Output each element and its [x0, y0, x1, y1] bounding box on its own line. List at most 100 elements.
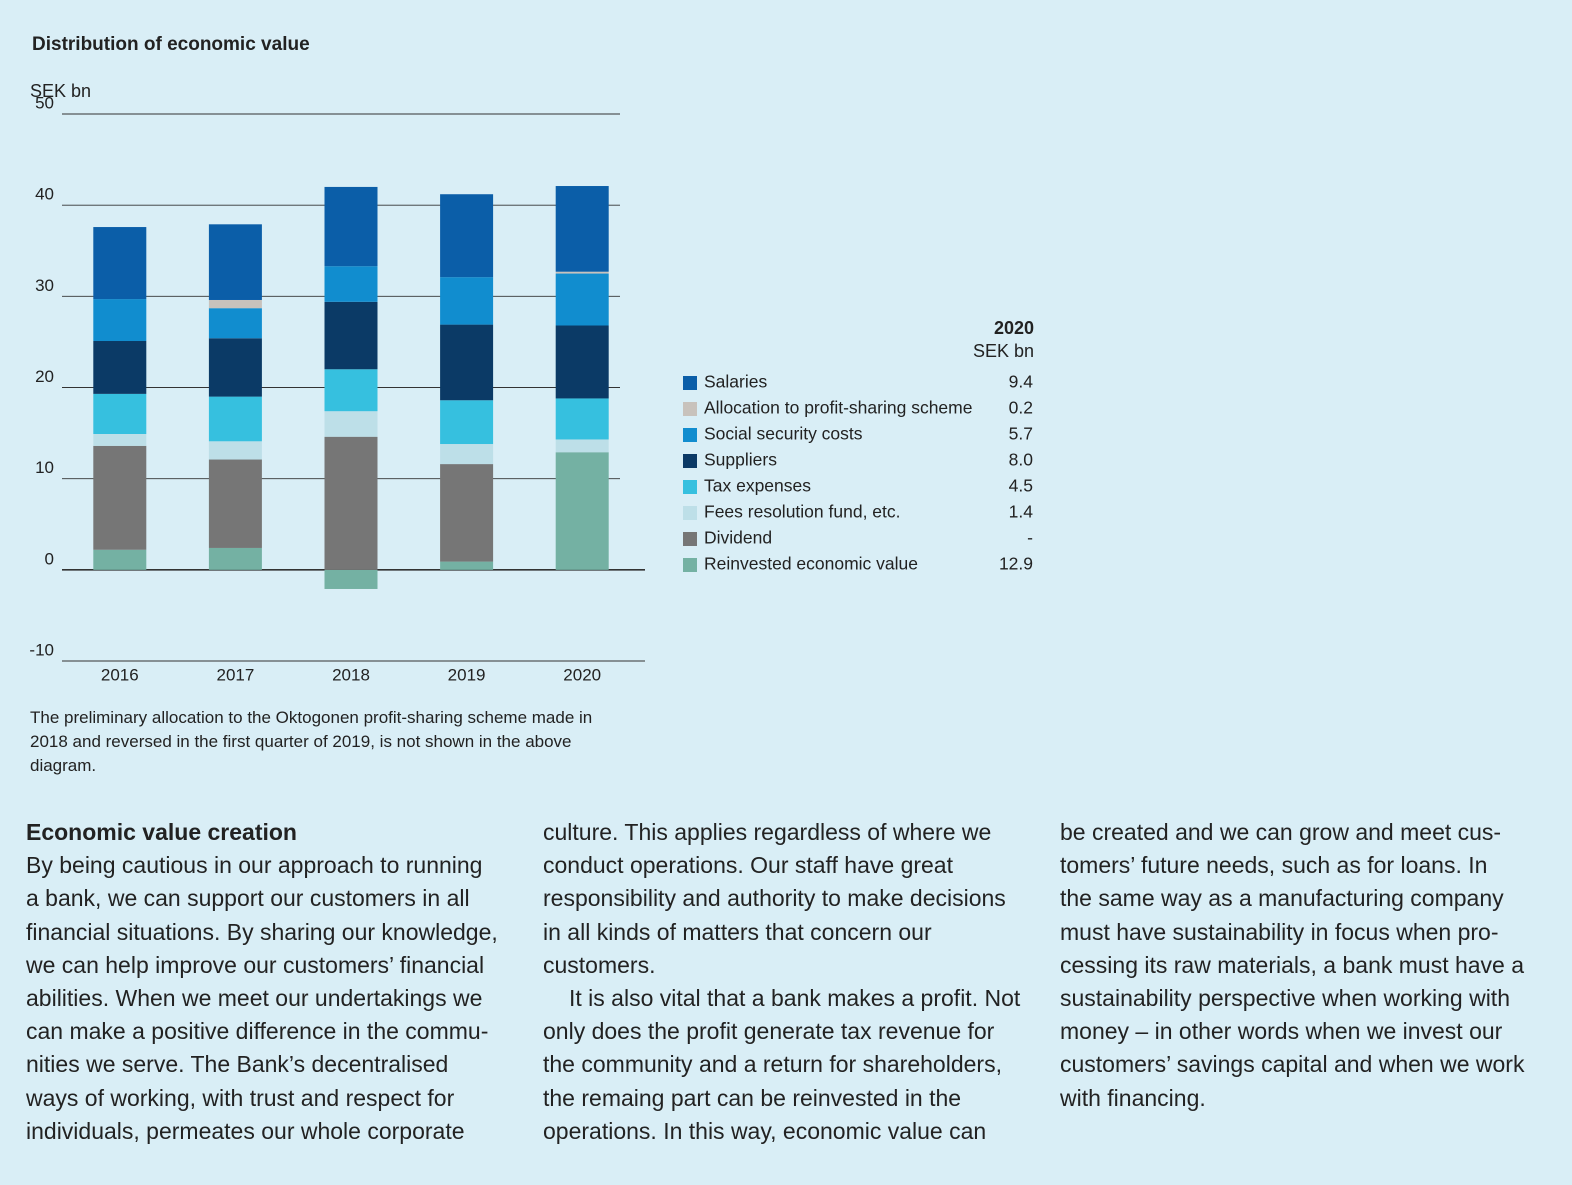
article-line: cessing its raw materials, a bank must h…: [1060, 951, 1525, 978]
bar-segment: [555, 271, 609, 274]
article-line: culture. This applies regardless of wher…: [543, 819, 992, 845]
article-line: can make a positive difference in the co…: [26, 1018, 489, 1045]
bar-segment: [440, 444, 494, 465]
bar-segment: [93, 227, 147, 300]
y-axis-label: SEK bn: [30, 81, 91, 101]
legend-value: 12.9: [999, 554, 1033, 574]
bar-segment: [208, 441, 262, 460]
legend-value: 4.5: [1009, 476, 1033, 496]
bar-segment: [93, 393, 147, 434]
bar-segment: [324, 411, 378, 437]
article-line: abilities. When we meet our undertakings…: [26, 985, 483, 1012]
legend-swatch: [683, 428, 697, 442]
legend-label: Social security costs: [704, 424, 863, 444]
bar-segment: [208, 547, 262, 570]
bar-segment: [555, 325, 609, 399]
bar-segment: [555, 398, 609, 440]
article-line: ways of working, with trust and respect …: [26, 1084, 455, 1111]
footnote-line: 2018 and reversed in the first quarter o…: [30, 732, 572, 751]
y-tick-label: 50: [35, 93, 54, 112]
legend-value: 1.4: [1009, 502, 1034, 522]
article-line: must have sustainability in focus when p…: [1060, 918, 1499, 945]
y-tick-label: -10: [29, 640, 54, 659]
article-column: culture. This applies regardless of wher…: [543, 816, 1043, 1148]
footnote-line: The preliminary allocation to the Oktogo…: [30, 708, 593, 727]
bar-segment: [555, 186, 609, 272]
footnote: The preliminary allocation to the Oktogo…: [30, 706, 592, 778]
y-tick-label: 40: [35, 185, 54, 204]
x-tick-label: 2016: [101, 665, 139, 684]
legend-value: 8.0: [1009, 450, 1034, 470]
article-line: tomers’ future needs, such as for loans.…: [1060, 852, 1488, 879]
bar-segment: [93, 299, 147, 342]
y-tick-label: 10: [35, 458, 54, 477]
bar-segment: [324, 569, 378, 589]
footnote-line: diagram.: [30, 756, 97, 775]
legend-year: 2020: [994, 318, 1034, 338]
article-line: in all kinds of matters that concern our: [543, 918, 932, 945]
article-line: financial situations. By sharing our kno…: [26, 918, 498, 945]
bar-segment: [324, 301, 378, 370]
bar-segment: [208, 459, 262, 548]
legend-label: Suppliers: [704, 450, 777, 470]
legend-swatch: [683, 402, 697, 416]
legend-unit: SEK bn: [973, 341, 1034, 361]
chart: Distribution of economic value SEK bn 20…: [29, 34, 1034, 684]
article-line: individuals, permeates our whole corpora…: [26, 1117, 465, 1144]
bar-segment: [555, 452, 609, 570]
legend-value: -: [1027, 528, 1033, 548]
article-line: By being cautious in our approach to run…: [26, 852, 483, 879]
bar-segment: [93, 445, 147, 550]
article-line: It is also vital that a bank makes a pro…: [569, 985, 1021, 1012]
article-column: Economic value creation By being cautiou…: [26, 816, 526, 1148]
bar-segment: [208, 299, 262, 309]
y-tick-label: 30: [35, 276, 54, 295]
article-line: operations. In this way, economic value …: [543, 1117, 987, 1144]
legend-swatch: [683, 480, 697, 494]
bar-segment: [324, 436, 378, 570]
bar-segment: [324, 266, 378, 302]
article-line: the same way as a manufacturing company: [1060, 885, 1504, 912]
bar-segment: [93, 341, 147, 394]
bar-segment: [93, 433, 147, 446]
legend-value: 0.2: [1009, 398, 1033, 418]
legend-label: Tax expenses: [704, 476, 811, 496]
x-tick-label: 2020: [563, 665, 601, 684]
article-heading: Economic value creation: [26, 819, 297, 845]
bar-segment: [440, 400, 494, 445]
legend-label: Salaries: [704, 372, 767, 392]
bar-segment: [440, 194, 494, 278]
legend-value: 5.7: [1009, 424, 1033, 444]
article-line: responsibility and authority to make dec…: [543, 885, 1006, 912]
bar-segment: [440, 277, 494, 325]
article-line: the community and a return for sharehold…: [543, 1051, 1002, 1078]
article-line: money – in other words when we invest ou…: [1060, 1018, 1503, 1045]
bar-segment: [208, 396, 262, 442]
x-tick-label: 2019: [448, 665, 486, 684]
article-line: with financing.: [1060, 1084, 1206, 1111]
bar-segment: [555, 273, 609, 326]
article-line: nities we serve. The Bank’s decentralise…: [26, 1051, 449, 1078]
article-line: conduct operations. Our staff have great: [543, 852, 953, 879]
article-line: only does the profit generate tax revenu…: [543, 1018, 995, 1045]
article-line: a bank, we can support our customers in …: [26, 885, 470, 912]
legend-swatch: [683, 532, 697, 546]
article-line: be created and we can grow and meet cus-: [1060, 819, 1502, 845]
bar-segment: [208, 338, 262, 397]
legend-label: Dividend: [704, 528, 772, 548]
legend-label: Reinvested economic value: [704, 554, 918, 574]
legend-swatch: [683, 506, 697, 520]
legend-swatch: [683, 558, 697, 572]
article-line: sustainability perspective when working …: [1060, 985, 1510, 1012]
legend-swatch: [683, 376, 697, 390]
legend-swatch: [683, 454, 697, 468]
legend-label: Allocation to profit-sharing scheme: [704, 398, 972, 418]
bar-segment: [324, 186, 378, 267]
bar-segment: [324, 369, 378, 412]
bar-segment: [440, 464, 494, 562]
article-line: the remaing part can be reinvested in th…: [543, 1084, 962, 1111]
bar-segment: [440, 561, 494, 570]
y-tick-label: 20: [35, 367, 54, 386]
bar-segment: [555, 439, 609, 453]
